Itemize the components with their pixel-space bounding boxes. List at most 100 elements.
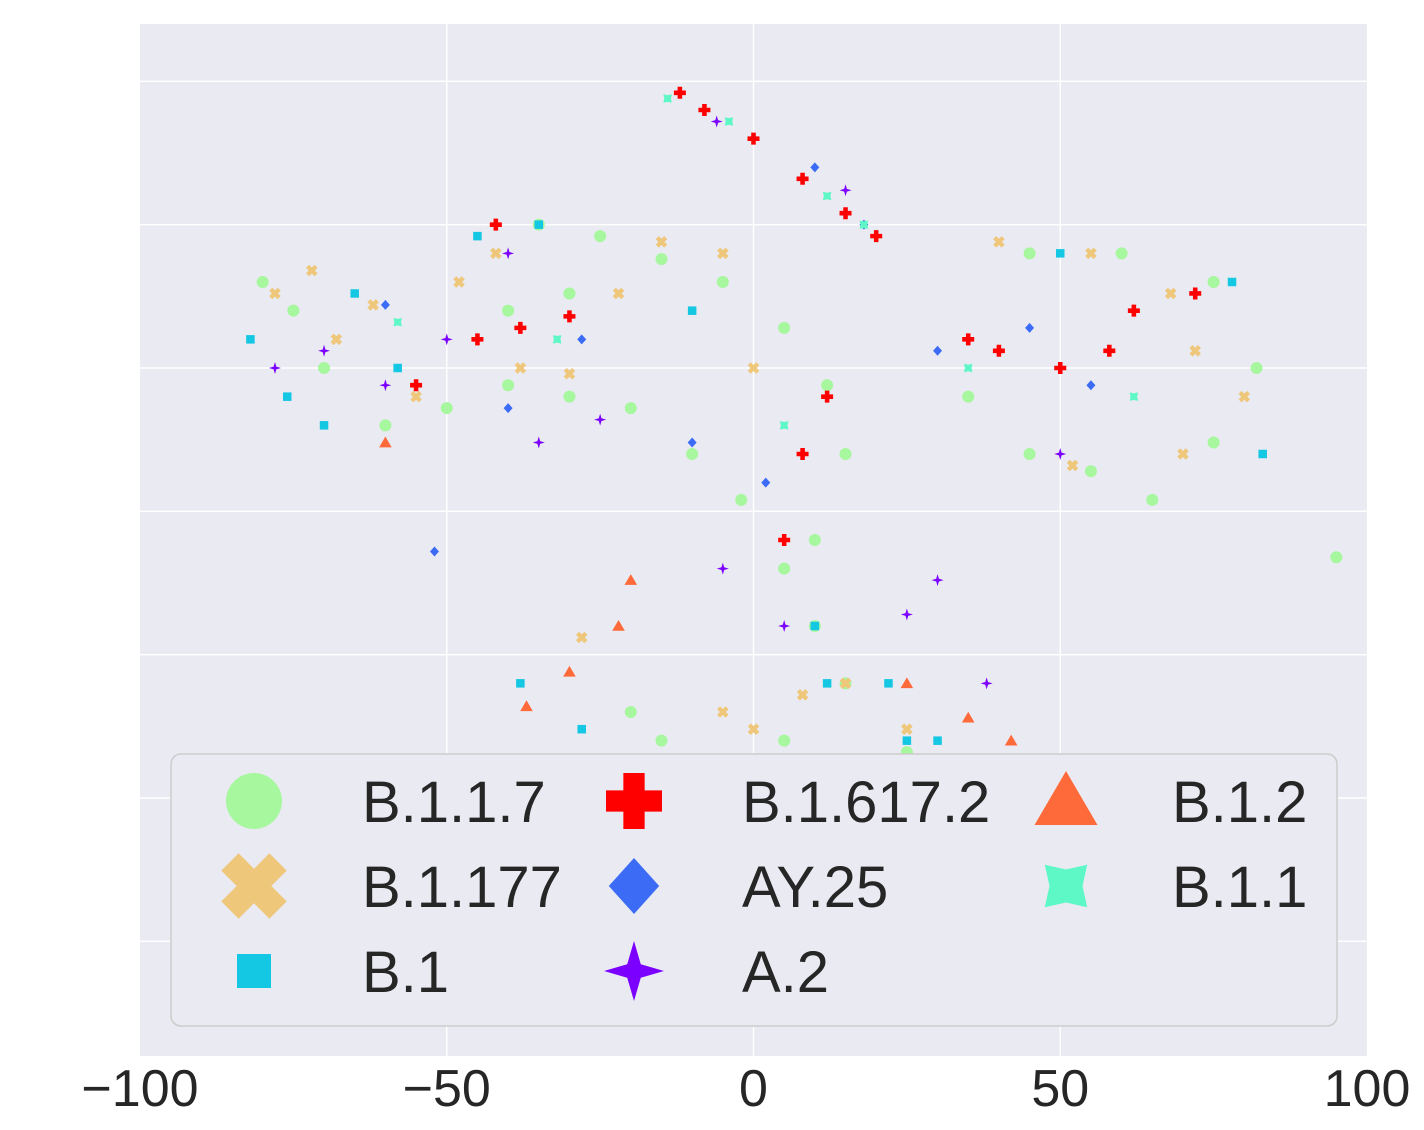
data-point [992, 344, 1005, 357]
data-point-shape [839, 677, 852, 690]
data-point-shape [1238, 390, 1251, 403]
data-point [429, 546, 439, 557]
data-point [655, 236, 668, 248]
data-point-shape [796, 689, 809, 701]
data-point-shape [901, 723, 913, 735]
legend-marker [608, 858, 660, 914]
x-tick-label: 0 [739, 1060, 768, 1118]
data-point-shape [514, 362, 527, 374]
data-point [577, 724, 586, 734]
data-point [268, 362, 281, 374]
legend-item: B.1.1.7 [226, 770, 546, 835]
data-point [1207, 276, 1220, 288]
data-point [534, 220, 544, 229]
data-point-shape [655, 236, 668, 248]
data-point [563, 367, 576, 380]
series-B.1.177 [269, 236, 1251, 735]
data-point [1189, 287, 1202, 300]
series-B.1.1.7 [256, 218, 1343, 759]
legend-marker-shape [221, 853, 287, 919]
legend-label: B.1.2 [1172, 770, 1307, 835]
legend-marker [221, 853, 287, 919]
data-point [724, 117, 734, 126]
data-point [717, 247, 729, 260]
data-point [330, 333, 343, 346]
data-point-shape [1164, 287, 1177, 300]
legend-label: B.1.617.2 [742, 770, 990, 835]
data-point [1023, 448, 1036, 460]
data-point [687, 437, 697, 448]
data-point [962, 390, 975, 403]
data-point-shape [563, 367, 576, 380]
data-point [410, 390, 422, 403]
data-point [902, 736, 912, 745]
data-point [884, 679, 893, 688]
data-point [282, 392, 292, 401]
legend-label: B.1.1.7 [362, 770, 546, 835]
legend-label: AY.25 [742, 855, 888, 920]
data-point [1207, 436, 1220, 449]
series-B.1.617.2 [410, 86, 1202, 546]
data-point-shape [330, 333, 343, 346]
legend-item: B.1.2 [1034, 770, 1307, 835]
data-point [1086, 380, 1096, 391]
data-point [473, 231, 482, 241]
legend-marker [606, 773, 662, 829]
data-point [453, 276, 465, 288]
data-point [993, 236, 1005, 248]
data-point [318, 344, 331, 357]
data-point [1056, 249, 1065, 258]
data-point [717, 706, 729, 718]
data-point [822, 191, 832, 201]
legend-label: A.2 [742, 940, 829, 1005]
data-point [1129, 392, 1139, 401]
data-point [1127, 304, 1140, 317]
data-point [1146, 493, 1159, 506]
data-point-shape [490, 247, 502, 260]
x-tick-label: −100 [81, 1060, 198, 1118]
data-point [821, 379, 834, 392]
data-point [900, 608, 913, 621]
data-point-shape [1085, 247, 1097, 260]
data-point [716, 562, 729, 575]
data-point-shape [1189, 345, 1201, 357]
data-point [440, 402, 453, 415]
data-point-shape [747, 723, 760, 735]
data-point [655, 253, 668, 266]
data-point [839, 677, 852, 690]
data-point [594, 413, 607, 426]
data-point [440, 333, 453, 346]
data-point-shape [1066, 459, 1079, 472]
data-point-shape [306, 264, 318, 277]
data-point [673, 86, 686, 99]
data-point [1054, 448, 1067, 460]
data-point [961, 711, 975, 723]
data-point [810, 621, 820, 631]
data-point [663, 94, 672, 103]
data-point [1258, 449, 1267, 459]
data-point [779, 421, 789, 430]
data-point [810, 162, 820, 173]
legend-label: B.1.177 [362, 855, 562, 920]
data-point [1025, 322, 1035, 333]
data-point [1085, 247, 1097, 260]
data-point [839, 184, 852, 197]
data-point [256, 276, 269, 288]
data-point [410, 379, 423, 392]
data-point [269, 287, 281, 300]
data-point [1238, 390, 1251, 403]
data-point [859, 220, 869, 229]
data-point [778, 321, 791, 334]
data-point [1330, 551, 1343, 564]
data-point [612, 287, 625, 300]
data-point [516, 679, 525, 688]
legend-marker [226, 773, 282, 829]
data-point [1250, 362, 1263, 374]
data-point [319, 421, 329, 430]
legend-item: B.1 [237, 940, 449, 1005]
x-tick-label: −50 [403, 1060, 491, 1118]
data-point [514, 362, 527, 374]
data-point [318, 362, 331, 374]
data-point [808, 534, 821, 546]
